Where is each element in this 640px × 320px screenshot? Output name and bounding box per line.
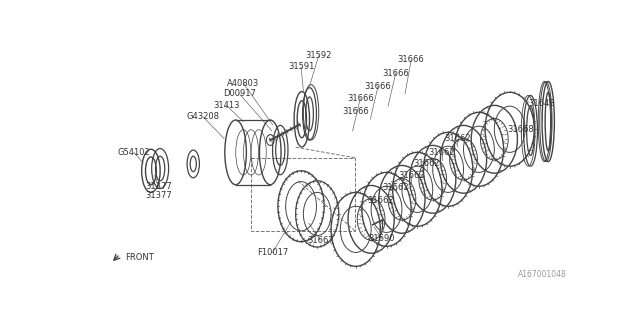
Text: 31592: 31592 (305, 51, 332, 60)
Text: 31662: 31662 (383, 183, 409, 192)
Text: 31662: 31662 (444, 134, 470, 143)
Text: F10017: F10017 (257, 248, 288, 257)
Text: 31666: 31666 (347, 94, 374, 103)
Text: 31667: 31667 (307, 236, 333, 245)
Text: 31666: 31666 (342, 107, 369, 116)
Text: G43208: G43208 (187, 112, 220, 121)
Text: G54102: G54102 (118, 148, 150, 157)
Bar (251, 158, 355, 231)
Text: A167001048: A167001048 (518, 270, 566, 279)
Text: 31377: 31377 (145, 191, 172, 200)
Text: 31662: 31662 (398, 171, 424, 180)
Text: 31643: 31643 (529, 99, 556, 108)
Text: 31591: 31591 (288, 62, 314, 71)
Text: 31666: 31666 (365, 82, 392, 91)
Text: 31377: 31377 (145, 182, 172, 191)
Text: 31662: 31662 (413, 159, 440, 168)
Text: 31662: 31662 (429, 148, 455, 157)
Text: 31413: 31413 (213, 101, 239, 110)
Text: FRONT: FRONT (125, 253, 154, 262)
Text: 31668: 31668 (507, 125, 534, 134)
Text: 31690: 31690 (369, 234, 395, 243)
Text: 31666: 31666 (398, 55, 424, 64)
Text: D00917: D00917 (223, 89, 256, 98)
Text: A40803: A40803 (227, 78, 259, 88)
Text: 31662: 31662 (367, 196, 394, 204)
Text: 31666: 31666 (382, 68, 409, 77)
